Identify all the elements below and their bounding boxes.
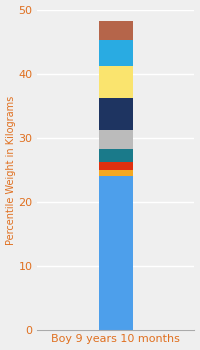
Bar [99, 21, 133, 40]
Bar [99, 130, 133, 149]
Bar [99, 170, 133, 176]
Bar [99, 149, 133, 162]
Bar [99, 98, 133, 130]
Bar [99, 162, 133, 170]
Bar [99, 176, 133, 330]
Bar [99, 66, 133, 98]
Y-axis label: Percentile Weight in Kilograms: Percentile Weight in Kilograms [6, 95, 16, 245]
Bar [99, 40, 133, 66]
